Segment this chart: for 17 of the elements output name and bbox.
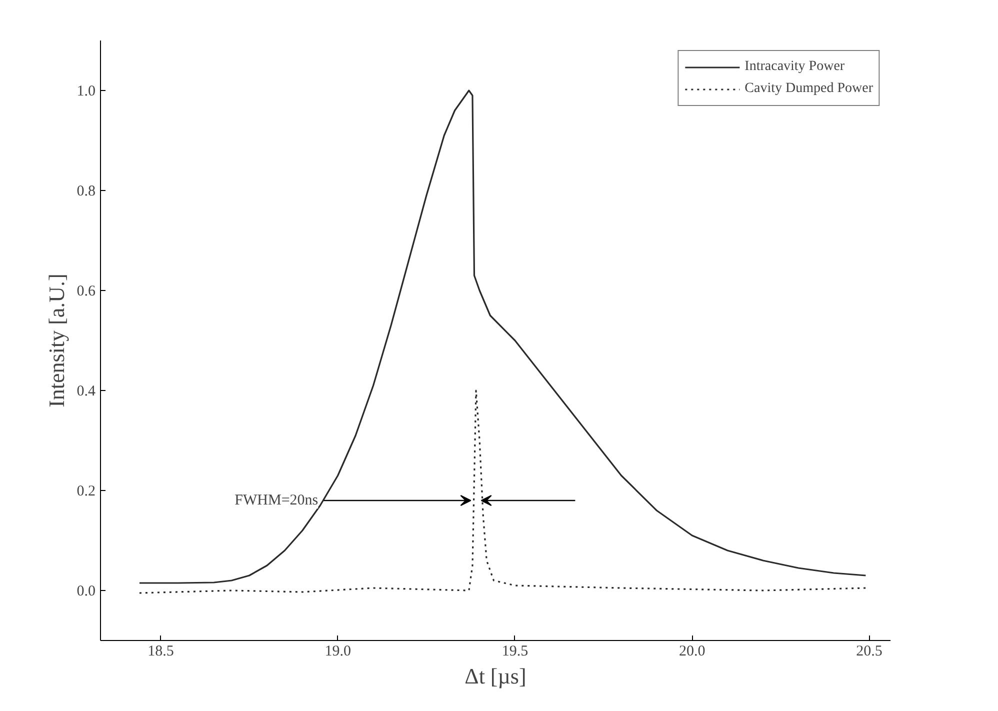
annotation: FWHM=20ns xyxy=(234,492,318,508)
legend-label: Cavity Dumped Power xyxy=(744,81,873,97)
y-tick-label: 0.6 xyxy=(76,284,96,300)
y-tick-label: 0.4 xyxy=(76,384,96,400)
x-tick-label: 20.0 xyxy=(678,644,706,660)
x-tick-label: 18.5 xyxy=(148,644,174,660)
x-tick-label: 19.0 xyxy=(324,644,351,660)
y-tick-label: 0.0 xyxy=(76,584,96,600)
x-tick-label: 20.5 xyxy=(856,644,882,660)
y-tick-label: 0.2 xyxy=(76,484,96,500)
line-series xyxy=(138,390,866,594)
y-axis-title: Intensity [a.U.] xyxy=(44,274,69,408)
x-tick-label: 19.5 xyxy=(502,644,528,660)
x-axis-title: Δt [µs] xyxy=(464,664,526,688)
legend-label: Intracavity Power xyxy=(744,59,845,75)
y-tick-label: 0.8 xyxy=(76,184,96,200)
y-tick-label: 1.0 xyxy=(76,84,96,100)
